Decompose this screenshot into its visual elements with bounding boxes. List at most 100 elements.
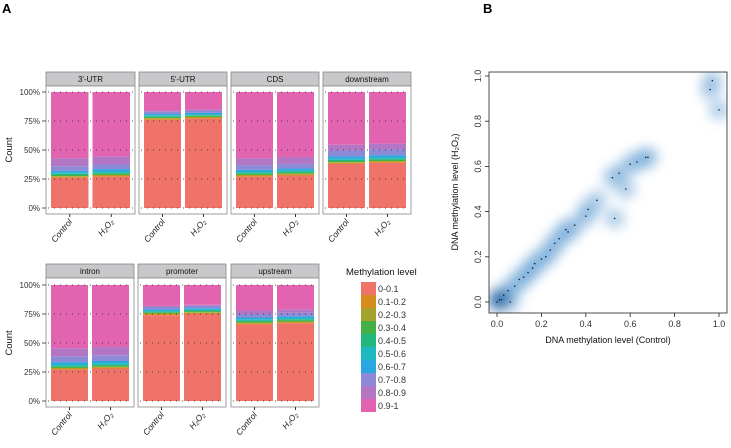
bar-segment (277, 168, 314, 171)
bar-segment (92, 176, 130, 208)
legend-label: 0.4-0.5 (378, 336, 406, 346)
bar-segment (51, 166, 89, 171)
y-tick-label: 0.4 (473, 205, 483, 218)
y-tick-label: 100% (20, 281, 40, 290)
legend-swatch (361, 386, 376, 399)
bar-segment (51, 173, 89, 175)
legend-label: 0.8-0.9 (378, 388, 406, 398)
bar-segment (277, 309, 314, 313)
bar-segment (143, 312, 180, 314)
bar-segment (144, 111, 181, 115)
y-tick-label: 0.6 (473, 160, 483, 173)
y-tick-label: 75% (24, 117, 40, 126)
bar-segment (277, 170, 314, 172)
bar-segment (185, 117, 222, 119)
bar-segment (328, 158, 365, 160)
bar-segment (236, 319, 273, 321)
data-point (500, 298, 503, 301)
bar-segment (369, 92, 406, 144)
y-tick-label: 0% (28, 204, 40, 213)
bar-segment (92, 171, 130, 173)
bar-segment (369, 149, 406, 156)
x-tick-label: H₂O₂ (372, 216, 393, 238)
bar-segment (185, 116, 222, 118)
legend-swatch (361, 321, 376, 334)
data-point (587, 208, 589, 211)
x-axis-label: DNA methylation level (Control) (545, 335, 671, 345)
bar-segment (328, 159, 365, 162)
facet-strip-label: upstream (258, 267, 292, 276)
bar-segment (236, 169, 273, 172)
x-tick-label: Control (49, 409, 75, 437)
bar-segment (51, 285, 88, 349)
bar-segment (184, 308, 221, 310)
bar-segment (328, 163, 365, 208)
data-point (509, 301, 512, 303)
legend-label: 0.6-0.7 (378, 362, 406, 372)
bar-segment (184, 312, 221, 313)
bar-segment (92, 172, 130, 174)
bar-segment (143, 285, 180, 306)
x-tick-label: Control (326, 216, 352, 244)
bar-segment (277, 285, 314, 310)
y-axis-label: Count (4, 330, 15, 356)
legend-label: 0.5-0.6 (378, 349, 406, 359)
bar-segment (144, 116, 181, 119)
bar-segment (92, 169, 130, 172)
bar-segment (369, 161, 406, 163)
bar-segment (236, 324, 273, 401)
bar-segment (369, 158, 406, 160)
data-point (567, 231, 569, 233)
y-tick-label: 25% (24, 368, 40, 377)
y-tick-label: 25% (24, 175, 40, 184)
facet-strip-label: promoter (166, 267, 198, 276)
bar-segment (277, 173, 314, 175)
bar-segment (328, 150, 365, 157)
bar-segment (328, 156, 365, 159)
data-point (533, 262, 536, 265)
bar-segment (236, 174, 273, 176)
data-point (718, 109, 720, 111)
bar-segment (277, 319, 314, 321)
data-point (611, 176, 614, 179)
bar-segment (184, 304, 221, 306)
data-point (545, 255, 547, 258)
facet-strip-label: 5'-UTR (170, 75, 195, 84)
y-tick-label: 0.0 (473, 296, 483, 309)
y-tick-label: 0.8 (473, 115, 483, 128)
bar-segment (369, 157, 406, 159)
density-blob (709, 99, 727, 120)
bar-segment (369, 143, 406, 150)
facet-strip-label: CDS (267, 75, 284, 84)
bar-segment (51, 176, 89, 177)
y-tick-label: 50% (24, 339, 40, 348)
data-point (624, 188, 627, 190)
bar-segment (51, 177, 89, 208)
legend-label: 0.9-1 (378, 401, 399, 411)
bar-segment (92, 363, 129, 365)
x-tick-label: 0.6 (624, 319, 637, 329)
data-point (507, 289, 509, 292)
bar-segment (277, 174, 314, 176)
x-tick-label: 0.0 (491, 319, 504, 329)
bar-segment (236, 175, 273, 177)
x-tick-label: 0.2 (535, 319, 548, 329)
bar-segment (277, 156, 314, 164)
bar-segment (51, 366, 88, 368)
x-tick-label: 1.0 (713, 319, 726, 329)
legend: Methylation level 0-0.1 0.1-0.2 0.2-0.3 0.3-… (346, 267, 417, 412)
bar-segment (143, 310, 180, 312)
legend-title: Methylation level (346, 267, 417, 278)
bar-segment (92, 368, 129, 401)
data-point (527, 271, 529, 274)
facet-strip-label: intron (80, 267, 100, 276)
bar-segment (144, 115, 181, 117)
facet-strip-label: 3'-UTR (78, 75, 103, 84)
bar-segment (277, 312, 314, 317)
bar-segment (143, 307, 180, 310)
x-tick-label: Control (142, 216, 168, 244)
bar-segment (277, 323, 314, 401)
bar-segment (143, 311, 180, 313)
bar-segment (236, 317, 273, 320)
bar-segment (92, 173, 130, 175)
